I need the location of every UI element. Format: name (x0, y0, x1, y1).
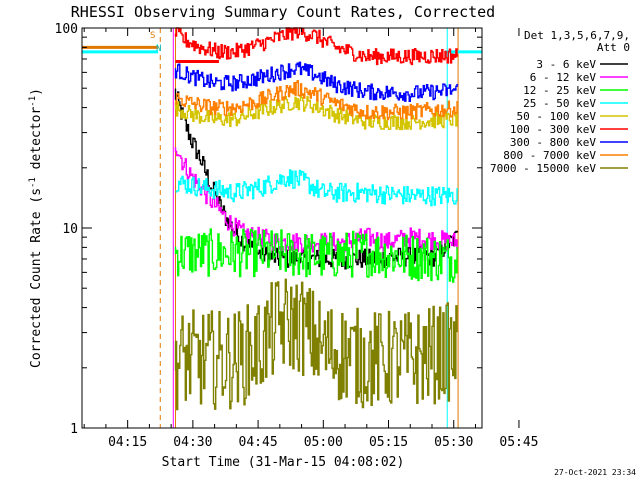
y-axis-label-part: Corrected Count Rate (s (29, 188, 44, 368)
x-tick-label: 05:15 (369, 435, 408, 450)
series-line (174, 80, 459, 121)
x-tick-label: 04:30 (173, 435, 212, 450)
y-tick-label: 1 (70, 422, 78, 437)
legend-label: 25 - 50 keV (523, 97, 596, 110)
x-tick-label: 05:45 (499, 435, 538, 450)
legend-label: 300 - 800 keV (510, 136, 596, 149)
legend-label: 12 - 25 keV (523, 84, 596, 97)
series-line (174, 278, 459, 411)
legend-label: 100 - 300 keV (510, 123, 596, 136)
y-axis-label: Corrected Count Rate (s-1 detector-1) (28, 88, 44, 368)
x-tick-label: 04:15 (108, 435, 147, 450)
y-tick-label: 10 (62, 222, 78, 237)
y-tick-label: 100 (55, 22, 78, 37)
timestamp: 27-Oct-2021 23:34 (554, 468, 636, 477)
series-line (174, 61, 459, 102)
y-axis-label-superscript: -1 (28, 177, 38, 188)
x-tick-label: 05:00 (304, 435, 343, 450)
series-line (174, 95, 459, 131)
y-axis-label-superscript: -1 (28, 96, 38, 107)
legend-header-detectors: Det 1,3,5,6,7,9, (524, 29, 630, 42)
x-axis-label: Start Time (31-Mar-15 04:08:02) (162, 455, 405, 470)
series-line (174, 228, 459, 283)
chart-title: RHESSI Observing Summary Count Rates, Co… (71, 3, 495, 21)
series-line (174, 27, 459, 66)
legend-label: 50 - 100 keV (517, 110, 597, 123)
x-axis: 04:15 04:30 04:45 05:00 05:15 05:30 05:45 (83, 28, 539, 450)
legend-label: 800 - 7000 keV (503, 149, 596, 162)
y-axis: 1 10 100 (55, 22, 482, 437)
annotation-n: N (156, 44, 161, 54)
x-tick-label: 04:45 (239, 435, 278, 450)
legend-label: 6 - 12 keV (530, 71, 597, 84)
horizontal-bar-layer (82, 45, 482, 63)
legend-label: 7000 - 15000 keV (490, 162, 596, 175)
x-tick-label: 05:30 (434, 435, 473, 450)
series-layer (174, 27, 459, 411)
series-line (175, 169, 459, 207)
annotation-s: S (150, 31, 155, 41)
y-axis-label-part: detector (29, 107, 44, 178)
legend-header-attenuator: Att 0 (597, 41, 630, 54)
y-axis-label-part: ) (29, 88, 44, 96)
series-line (174, 147, 459, 253)
legend-label: 3 - 6 keV (536, 58, 596, 71)
